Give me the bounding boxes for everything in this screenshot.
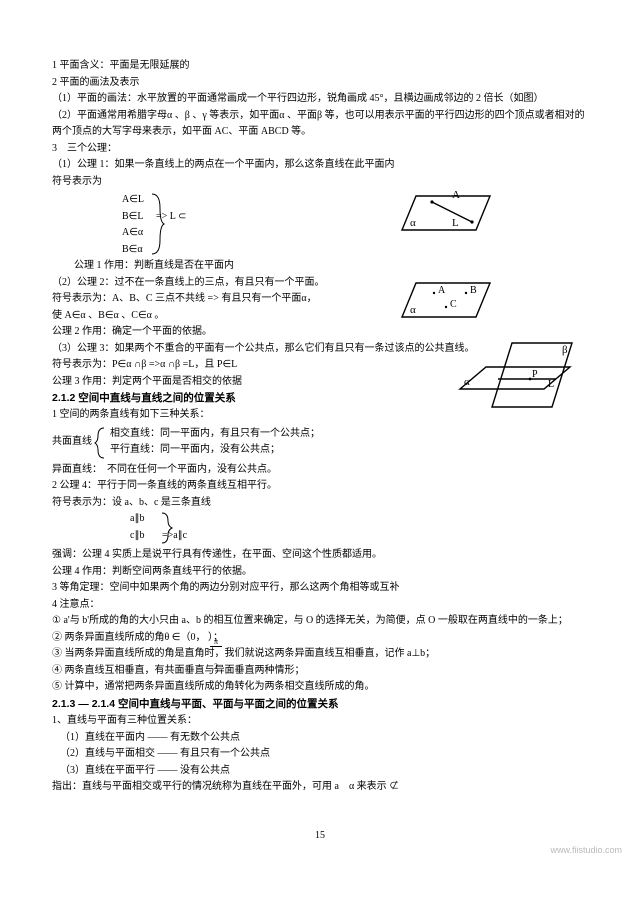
text-line: ④ 两条直线互相垂直，有共面垂直与异面垂直两种情形； [52,663,588,680]
text-line: 1 平面含义：平面是无限延展的 [52,58,588,75]
page-number: 15 [52,828,588,845]
text-line: 3 等角定理：空间中如果两个角的两边分别对应平行，那么这两个角相等或互补 [52,580,588,597]
brace-item: a∥b [52,511,588,528]
text-line: ③ 当两条异面直线所成的角是直角时，我们就说这两条异面直线互相垂直，记作 a⊥b… [52,646,588,663]
text-line: 4 注意点： [52,597,588,614]
brace-icon [160,511,174,545]
text-line: 强调：公理 4 实质上是说平行具有传递性，在平面、空间这个性质都适用。 [52,547,588,564]
text-line: 2 平面的画法及表示 [52,75,588,92]
text-line: 符号表示为：设 a、b、c 是三条直线 [52,495,588,512]
figure-plane-line: α A L [382,186,502,242]
text-line: 公理 1 作用：判断直线是否在平面内 [52,258,588,275]
brace-icon [94,426,106,460]
watermark: www.fiistudio.com [550,843,622,858]
text-line: 1、直线与平面有三种位置关系： [52,713,588,730]
brace-item: A∈L [52,192,588,209]
text-line: （2）直线与平面相交 —— 有且只有一个公共点 [52,746,588,763]
fraction-pi-over-2: π 2 [210,622,222,687]
text-line: ① a'与 b'所成的角的大小只由 a、b 的相互位置来确定，与 O 的选择无关… [52,613,588,630]
text-line: 2 公理 4：平行于同一条直线的两条直线互相平行。 [52,478,588,495]
text-line: 异面直线： 不同在任何一个平面内，没有公共点。 [52,462,588,479]
text-line: 符号表示为 [52,174,588,191]
svg-text:L: L [452,217,459,229]
svg-text:α: α [464,376,470,388]
svg-text:β: β [562,344,568,356]
brace-item: 相交直线：同一平面内，有且只有一个公共点； [110,426,320,443]
brace-item: c∥b =>a∥c [52,528,588,545]
svg-text:P: P [532,369,538,380]
brace-item: B∈L => L ⊂ [52,209,588,226]
svg-text:C: C [450,299,457,310]
text-line: （2）公理 2：过不在一条直线上的三点，有且只有一个平面。 [52,275,588,292]
figure-three-points: α A B C [382,273,502,329]
text-line: （1）公理 1：如果一条直线上的两点在一个平面内，那么这条直线在此平面内 [52,157,588,174]
svg-text:A: A [452,189,460,201]
text-line: 符号表示为：A、B、C 三点不共线 => 有且只有一个平面α， [52,291,588,308]
text-line: 指出：直线与平面相交或平行的情况统称为直线在平面外，可用 a α 来表示 ⊄ [52,779,588,796]
section-heading: 2.1.3 — 2.1.4 空间中直线与平面、平面与平面之间的位置关系 [52,696,588,713]
text-line: ② 两条异面直线所成的角θ ∈（0， ）； [52,630,588,647]
svg-text:L: L [548,379,554,390]
text-line: （3）直线在平面平行 —— 没有公共点 [52,763,588,780]
text-line: ⑤ 计算中，通常把两条异面直线所成的角转化为两条相交直线所成的角。 [52,679,588,696]
text-line: 公理 4 作用：判断空间两条直线平行的依据。 [52,564,588,581]
svg-text:B: B [470,285,477,296]
text-line: （1）直线在平面内 —— 有无数个公共点 [52,730,588,747]
group-label: 共面直线 [52,426,94,451]
text-line: （1）平面的画法：水平放置的平面通常画成一个平行四边形，锐角画成 45°，且横边… [52,91,588,108]
text-line: 使 A∈α 、B∈α 、C∈α 。 [52,308,588,325]
brace-icon [150,192,166,256]
brace-item: A∈α [52,225,588,242]
text-line: （2）平面通常用希腊字母α 、β 、γ 等表示，如平面α 、平面β 等，也可以用… [52,108,588,141]
text-line: 3 三个公理： [52,141,588,158]
svg-text:α: α [410,304,416,316]
brace-item: B∈α [52,242,588,259]
svg-text:A: A [438,285,446,296]
svg-text:α: α [410,217,416,229]
brace-item: 平行直线：同一平面内，没有公共点； [110,442,320,459]
figure-plane-intersect: α β P L [452,337,592,413]
